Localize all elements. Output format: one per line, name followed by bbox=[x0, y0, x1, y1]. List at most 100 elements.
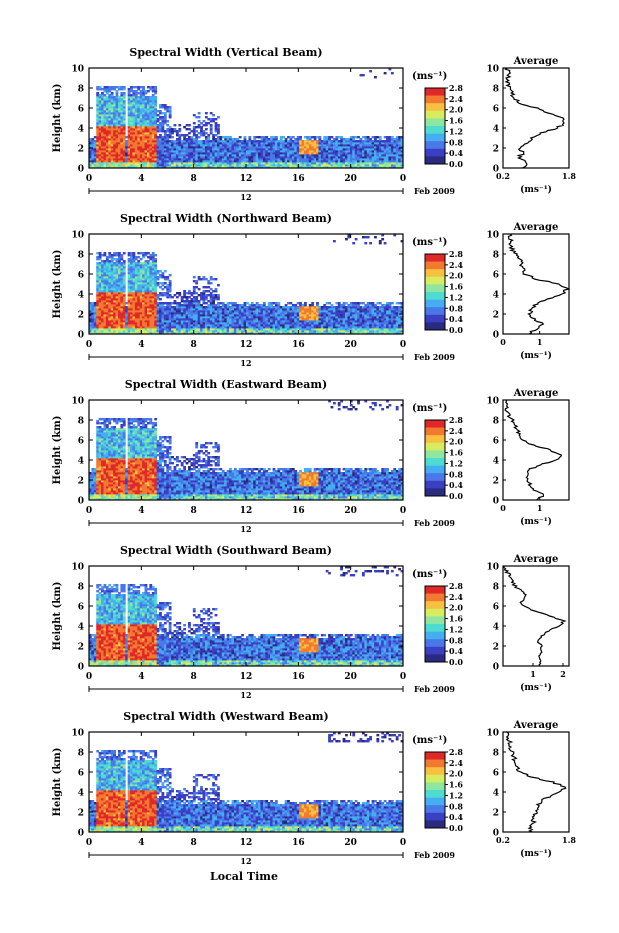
colorbar-segment bbox=[425, 88, 445, 96]
heatmap-cell bbox=[198, 294, 201, 296]
heatmap-cell bbox=[246, 302, 249, 304]
heatmap-cell bbox=[297, 306, 300, 308]
heatmap-cell bbox=[369, 138, 372, 140]
y-tick-label: 2 bbox=[78, 145, 84, 155]
heatmap-cell bbox=[164, 130, 167, 132]
heatmap-cell bbox=[166, 134, 169, 136]
heatmap-cell bbox=[164, 292, 167, 294]
heatmap-cell bbox=[159, 302, 162, 304]
heatmap-cell bbox=[205, 128, 208, 130]
heatmap-cell bbox=[251, 140, 254, 142]
heatmap-cell bbox=[260, 304, 263, 306]
heatmap-cell bbox=[140, 86, 143, 88]
heatmap-cell bbox=[205, 136, 208, 138]
heatmap-cell bbox=[203, 276, 206, 278]
heatmap-cell bbox=[360, 74, 363, 76]
heatmap-cell bbox=[137, 92, 140, 94]
colorbar-segment bbox=[425, 149, 445, 157]
y-tick-label: 4 bbox=[78, 125, 84, 135]
heatmap-cell bbox=[171, 128, 174, 130]
heatmap-cell bbox=[169, 280, 172, 282]
heatmap-cell bbox=[164, 282, 167, 284]
heatmap-cell bbox=[311, 136, 314, 138]
heatmap-cell bbox=[174, 128, 177, 130]
heatmap-cell bbox=[379, 136, 382, 138]
heatmap-cell bbox=[96, 256, 99, 258]
heatmap-cell bbox=[145, 90, 148, 92]
heatmap-cell bbox=[275, 136, 278, 138]
heatmap-cell bbox=[186, 124, 189, 126]
heatmap-cell bbox=[174, 294, 177, 296]
heatmap-cell bbox=[205, 294, 208, 296]
heatmap-cell bbox=[142, 262, 145, 264]
heatmap-cell bbox=[188, 132, 191, 134]
heatmap-cell bbox=[157, 124, 160, 126]
average-frame bbox=[503, 68, 569, 168]
heatmap-cell bbox=[145, 96, 148, 98]
heatmap-cell bbox=[309, 304, 312, 306]
colorbar-tick-label: 1.6 bbox=[449, 116, 463, 126]
heatmap-cell bbox=[161, 112, 164, 114]
heatmap-cell bbox=[302, 304, 305, 306]
colorbar-tick-label: 2.0 bbox=[449, 105, 463, 115]
heatmap-cell bbox=[345, 138, 348, 140]
heatmap-cell bbox=[277, 302, 280, 304]
heatmap-cell bbox=[376, 140, 379, 142]
heatmap-cell bbox=[108, 252, 111, 254]
heatmap-cell bbox=[306, 306, 309, 308]
heatmap-cell bbox=[217, 294, 220, 296]
heatmap-cell bbox=[391, 72, 394, 74]
heatmap-cell bbox=[227, 302, 230, 304]
heatmap-cell bbox=[198, 120, 201, 122]
heatmap-cell bbox=[118, 96, 121, 98]
heatmap-cell bbox=[183, 134, 186, 136]
heatmap-cell bbox=[287, 306, 290, 308]
heatmap-cell bbox=[362, 74, 365, 76]
heatmap-cell bbox=[198, 288, 201, 290]
heatmap-cell bbox=[157, 114, 160, 116]
heatmap-cell bbox=[251, 302, 254, 304]
heatmap-cell bbox=[207, 134, 210, 136]
heatmap-cell bbox=[99, 94, 102, 96]
heatmap-cell bbox=[140, 252, 143, 254]
average-x-unit: (ms⁻¹) bbox=[520, 184, 552, 195]
heatmap-cell bbox=[147, 96, 150, 98]
heatmap-cell bbox=[140, 90, 143, 92]
heatmap-cell bbox=[246, 306, 249, 308]
heatmap-cell bbox=[328, 136, 331, 138]
heatmap-cell bbox=[217, 302, 220, 304]
heatmap-cell bbox=[190, 298, 193, 300]
heatmap-cell bbox=[268, 138, 271, 140]
heatmap-cell bbox=[222, 302, 225, 304]
heatmap-cell bbox=[207, 280, 210, 282]
heatmap-cell bbox=[212, 294, 215, 296]
heatmap-cell bbox=[215, 122, 218, 124]
heatmap-cell bbox=[265, 306, 268, 308]
y-tick-label: 6 bbox=[78, 105, 84, 115]
heatmap-cell bbox=[265, 136, 268, 138]
heatmap-cell bbox=[128, 252, 131, 254]
heatmap-cell bbox=[113, 96, 116, 98]
heatmap-cell bbox=[152, 86, 155, 88]
heatmap-cell bbox=[193, 276, 196, 278]
heatmap-cell bbox=[355, 136, 358, 138]
heatmap-cell bbox=[215, 134, 218, 136]
colorbar-segment bbox=[425, 141, 445, 149]
heatmap-cell bbox=[273, 306, 276, 308]
heatmap-cell bbox=[316, 136, 319, 138]
heatmap-cell bbox=[149, 86, 152, 88]
heatmap-cell bbox=[103, 86, 106, 88]
heatmap-cell bbox=[219, 302, 222, 304]
heatmap-cell bbox=[193, 286, 196, 288]
heatmap-cell bbox=[91, 302, 94, 304]
heatmap-cell bbox=[362, 140, 365, 142]
y-tick-label: 8 bbox=[78, 85, 84, 95]
heatmap-cell bbox=[181, 134, 184, 136]
heatmap-cell bbox=[171, 306, 174, 308]
heatmap-cell bbox=[234, 138, 237, 140]
heatmap-cell bbox=[200, 122, 203, 124]
heatmap-cell bbox=[287, 302, 290, 304]
heatmap-cell bbox=[154, 258, 157, 260]
heatmap-cell bbox=[357, 140, 360, 142]
heatmap-cell bbox=[159, 116, 162, 118]
